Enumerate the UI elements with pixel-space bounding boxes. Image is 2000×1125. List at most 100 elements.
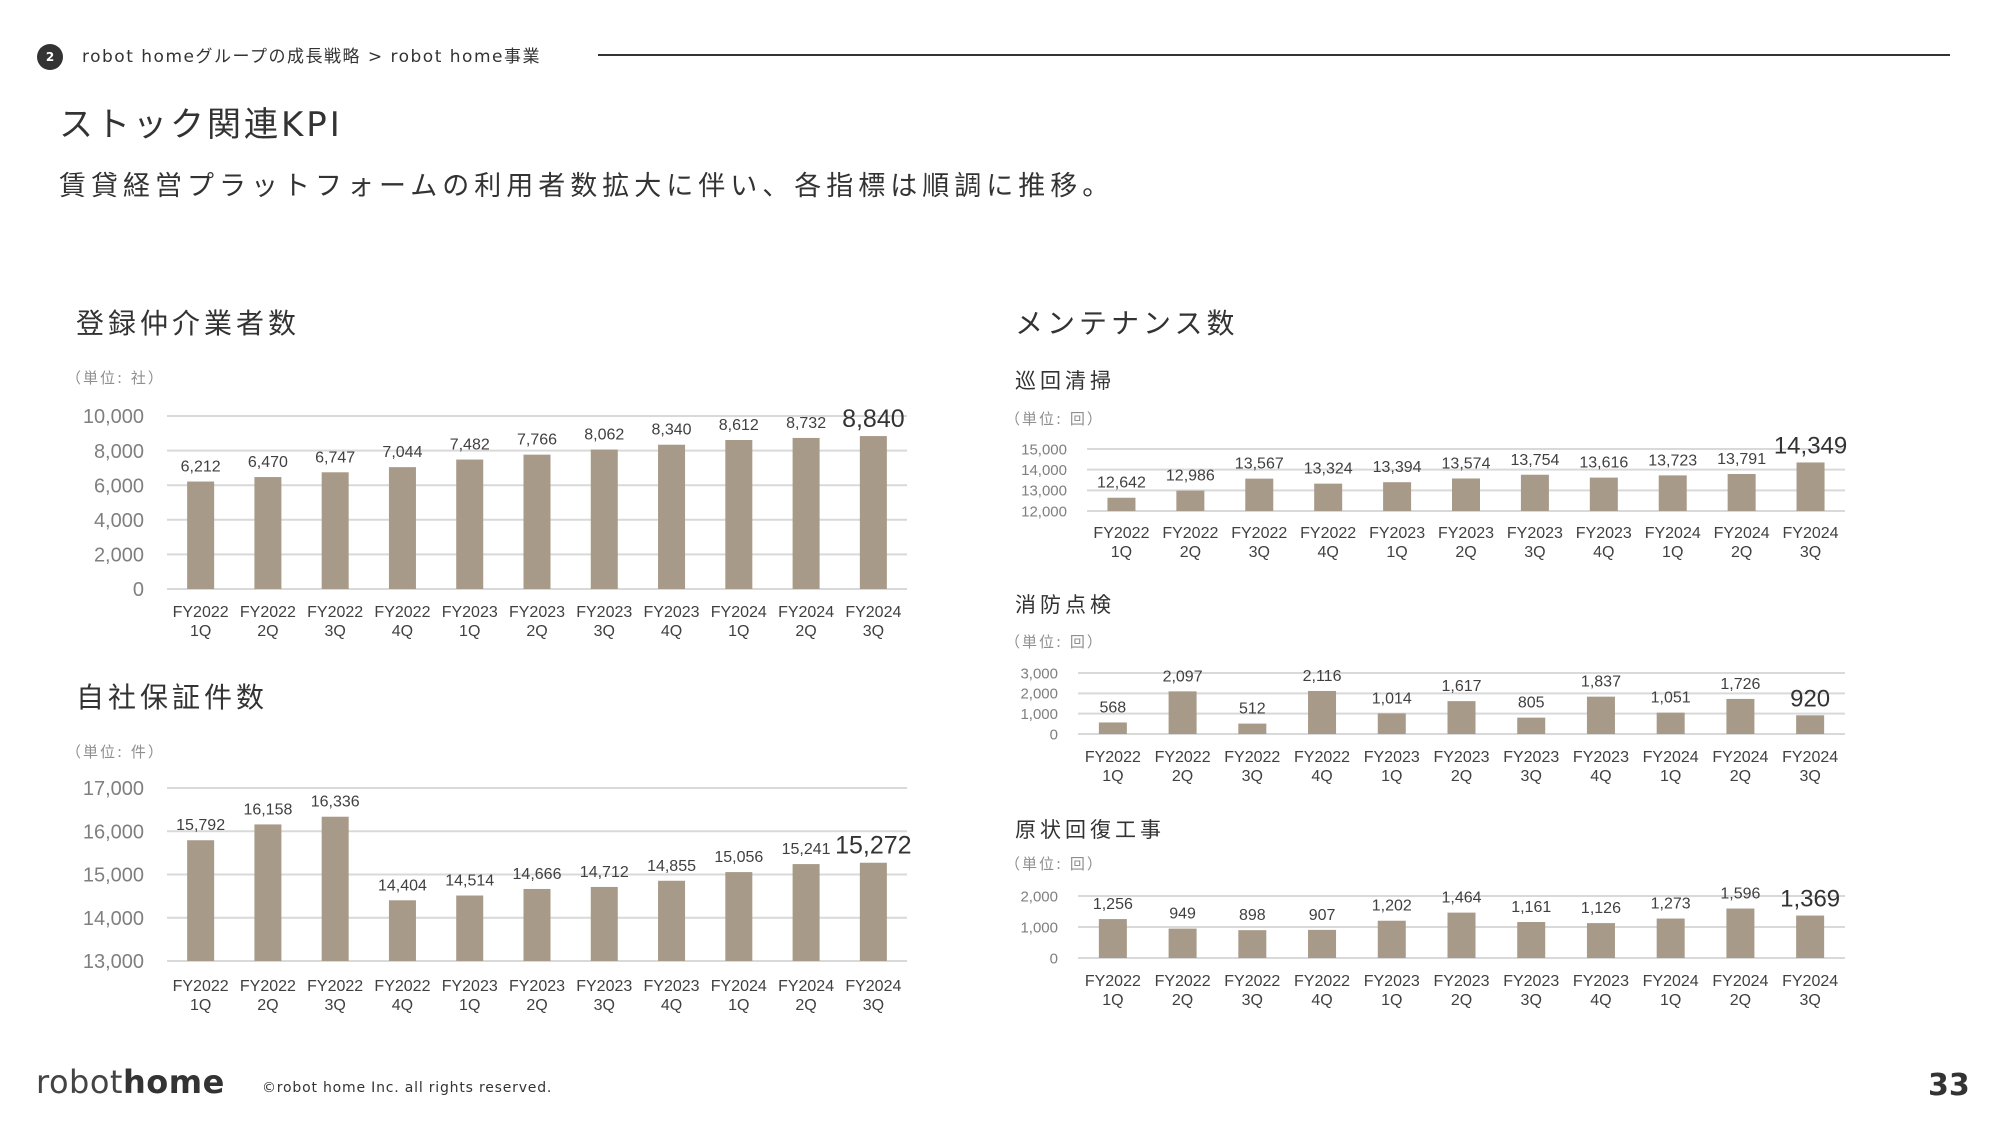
cleaning-bar xyxy=(1589,477,1618,511)
footer-logo-bold: home xyxy=(122,1063,225,1101)
copyright-text: ©robot home Inc. all rights reserved. xyxy=(262,1080,553,1096)
brokers-xtick-label-quarter: 3Q xyxy=(863,623,884,640)
guarantees-xtick-label: FY2023 xyxy=(644,978,700,995)
fire_inspection-xtick-label-quarter: 3Q xyxy=(1521,768,1542,785)
cleaning-xtick-label-quarter: 3Q xyxy=(1800,544,1821,561)
brokers-xtick-label: FY2022 xyxy=(173,604,229,621)
fire_inspection-data-label: 1,617 xyxy=(1441,678,1481,695)
cleaning-bar xyxy=(1245,478,1274,511)
cleaning-bar xyxy=(1176,490,1205,511)
fire_inspection-data-label: 1,051 xyxy=(1651,690,1691,707)
guarantees-section-title: 自社保証件数 xyxy=(76,681,269,714)
brokers-bar xyxy=(388,467,416,589)
guarantees-xtick-label-quarter: 2Q xyxy=(795,997,816,1014)
guarantees-xtick-label: FY2022 xyxy=(307,978,363,995)
fire_inspection-xtick-label: FY2024 xyxy=(1643,749,1699,766)
restoration-xtick-label-quarter: 4Q xyxy=(1311,992,1332,1009)
fire_inspection-data-label: 920 xyxy=(1790,685,1830,712)
brokers-bar xyxy=(523,454,551,589)
brokers-data-label: 8,062 xyxy=(584,427,624,444)
fire_inspection-xtick-label: FY2022 xyxy=(1224,749,1280,766)
fire_inspection-bar xyxy=(1517,717,1546,734)
fire_inspection-bar xyxy=(1168,691,1197,734)
guarantees-xtick-label-quarter: 1Q xyxy=(728,997,749,1014)
restoration-xtick-label-quarter: 3Q xyxy=(1242,992,1263,1009)
page-subtitle: 賃貸経営プラットフォームの利用者数拡大に伴い、各指標は順調に推移。 xyxy=(59,171,1115,202)
guarantees-xtick-label: FY2022 xyxy=(173,978,229,995)
brokers-data-label: 6,212 xyxy=(181,459,221,476)
fire_inspection-xtick-label-quarter: 1Q xyxy=(1660,768,1681,785)
restoration-data-label: 1,464 xyxy=(1441,890,1481,907)
guarantees-ytick-label: 14,000 xyxy=(83,908,144,930)
guarantees-xtick-label-quarter: 4Q xyxy=(392,997,413,1014)
guarantees-xtick-label: FY2024 xyxy=(711,978,767,995)
fire_inspection-xtick-label-quarter: 2Q xyxy=(1451,768,1472,785)
restoration-xtick-label: FY2023 xyxy=(1573,973,1629,990)
restoration-xtick-label: FY2022 xyxy=(1155,973,1211,990)
cleaning-bar xyxy=(1107,497,1136,511)
guarantees-xtick-label: FY2024 xyxy=(845,978,901,995)
fire_inspection-bar xyxy=(1308,690,1337,734)
cleaning-unit-label: （単位: 回） xyxy=(1005,410,1104,428)
restoration-data-label: 1,369 xyxy=(1780,886,1840,913)
fire_inspection-xtick-label-quarter: 4Q xyxy=(1311,768,1332,785)
guarantees-ytick-label: 17,000 xyxy=(83,778,144,800)
brokers-xtick-label-quarter: 1Q xyxy=(190,623,211,640)
brokers-xtick-label: FY2023 xyxy=(644,604,700,621)
cleaning-xtick-label: FY2024 xyxy=(1645,525,1701,542)
cleaning-bar xyxy=(1452,478,1480,511)
restoration-bar xyxy=(1377,920,1406,958)
restoration-data-label: 949 xyxy=(1169,906,1196,923)
guarantees-data-label: 15,792 xyxy=(176,817,225,834)
guarantees-data-label: 16,336 xyxy=(311,794,360,811)
cleaning-bar xyxy=(1383,482,1412,511)
fire_inspection-data-label: 2,097 xyxy=(1163,668,1203,685)
restoration-xtick-label-quarter: 1Q xyxy=(1102,992,1123,1009)
brokers-ytick-label: 0 xyxy=(133,579,144,601)
guarantees-ytick-label: 15,000 xyxy=(83,865,144,887)
restoration-data-label: 1,202 xyxy=(1372,898,1412,915)
restoration-unit-label: （単位: 回） xyxy=(1005,855,1104,873)
brokers-section-title: 登録仲介業者数 xyxy=(76,307,301,340)
cleaning-xtick-label-quarter: 4Q xyxy=(1318,544,1339,561)
cleaning-data-label: 13,567 xyxy=(1235,456,1284,473)
restoration-ytick-label: 2,000 xyxy=(1020,888,1058,905)
guarantees-bar xyxy=(792,864,820,961)
restoration-xtick-label-quarter: 2Q xyxy=(1730,992,1751,1009)
cleaning-ytick-label: 13,000 xyxy=(1021,483,1067,500)
brokers-xtick-label: FY2024 xyxy=(778,604,834,621)
brokers-xtick-label: FY2022 xyxy=(240,604,296,621)
fire_inspection-data-label: 2,116 xyxy=(1303,668,1342,685)
fire_inspection-bar xyxy=(1796,715,1825,734)
restoration-xtick-label-quarter: 4Q xyxy=(1590,992,1611,1009)
cleaning-data-label: 12,642 xyxy=(1097,475,1146,492)
guarantees-data-label: 16,158 xyxy=(243,801,292,818)
guarantees-xtick-label-quarter: 3Q xyxy=(594,997,615,1014)
guarantees-bar xyxy=(187,840,215,961)
brokers-xtick-label: FY2023 xyxy=(509,604,565,621)
guarantees-xtick-label: FY2023 xyxy=(576,978,632,995)
section-number-badge: 2 xyxy=(37,44,63,70)
cleaning-data-label: 13,616 xyxy=(1579,455,1628,472)
cleaning-xtick-label: FY2024 xyxy=(1714,525,1770,542)
guarantees-bar xyxy=(725,872,753,961)
guarantees-xtick-label-quarter: 2Q xyxy=(257,997,278,1014)
guarantees-xtick-label-quarter: 3Q xyxy=(863,997,884,1014)
guarantees-ytick-label: 16,000 xyxy=(83,821,144,843)
cleaning-xtick-label-quarter: 3Q xyxy=(1249,544,1270,561)
brokers-data-label: 7,044 xyxy=(382,444,422,461)
brokers-ytick-label: 4,000 xyxy=(94,510,144,532)
fire_inspection-ytick-label: 0 xyxy=(1050,726,1058,743)
brokers-bar xyxy=(187,481,215,589)
fire_inspection-data-label: 805 xyxy=(1518,695,1545,712)
fire_inspection-bar xyxy=(1586,696,1615,734)
fire_inspection-bar xyxy=(1447,701,1476,734)
fire_inspection-ytick-label: 2,000 xyxy=(1020,686,1058,703)
brokers-xtick-label: FY2024 xyxy=(711,604,767,621)
fire_inspection-xtick-label: FY2024 xyxy=(1712,749,1768,766)
restoration-bar xyxy=(1447,912,1476,958)
fire_inspection-xtick-label-quarter: 2Q xyxy=(1730,768,1751,785)
guarantees-bar xyxy=(321,816,349,961)
restoration-chart-title: 原状回復工事 xyxy=(1015,818,1165,842)
